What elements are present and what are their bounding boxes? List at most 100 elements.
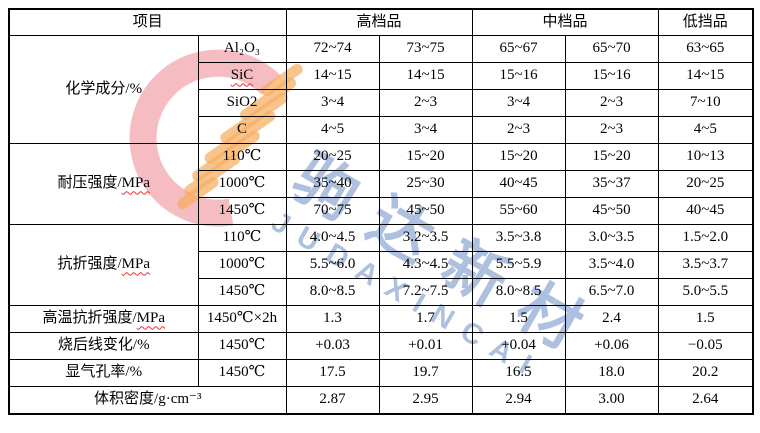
header-mid-grade: 中档品 [471,8,659,36]
sub-label-text: Al₂O₃ [223,40,261,57]
value-cell: 2.4 [564,305,659,333]
group-high-temp-flexural-strength: 高温抗折强度/MPa [8,305,199,333]
value-cell: 2~3 [471,116,566,144]
value-cell: 55~60 [471,197,566,225]
value-cell: +0.04 [471,332,566,360]
sub-label: SiC [197,62,287,90]
value-cell: 17.5 [285,359,380,387]
group-label: 体积密度/g·cm⁻³ [94,391,202,408]
value-cell: 20.2 [657,359,754,387]
sub-label: C [197,116,287,144]
group-label: 抗折强度/ [57,256,122,273]
value-cell: 5.0~5.5 [657,278,754,306]
value-cell: 7.2~7.5 [378,278,473,306]
value-cell: 3~4 [471,89,566,117]
sub-label-text: 1000℃ [218,175,266,192]
sub-label: 1450℃ [197,359,287,387]
value-cell: 6.5~7.0 [564,278,659,306]
value-cell: −0.05 [657,332,754,360]
value-cell: 1.7 [378,305,473,333]
sub-label-text: 110℃ [222,148,262,165]
sub-label: Al₂O₃ [197,35,287,63]
value-cell: 40~45 [471,170,566,198]
header-high-grade: 高档品 [285,8,473,36]
value-cell: 2~3 [564,89,659,117]
sub-label-text: 1450℃ [218,337,266,354]
value-cell: +0.03 [285,332,380,360]
spec-table: 项目 高档品 中档品 低挡品 化学成分/% Al₂O₃ 72~74 73~75 … [8,8,755,415]
sub-label-text: SiC [230,67,254,84]
value-cell: 4.3~4.5 [378,251,473,279]
value-cell: 14~15 [285,62,380,90]
group-label-unit: MPa [121,256,150,273]
sub-label-text: 1000℃ [218,256,266,273]
sub-label: 1000℃ [197,170,287,198]
sub-label-text: 1450℃ [218,364,266,381]
group-flexural-strength: 抗折强度/MPa [8,224,199,306]
value-cell: 3~4 [285,89,380,117]
sub-label-text: C [237,121,248,138]
sub-label-text: 1450℃ [218,283,266,300]
value-cell: 2.95 [378,386,473,415]
sub-label: 1000℃ [197,251,287,279]
value-cell: 20~25 [285,143,380,171]
value-cell: 1.5~2.0 [657,224,754,252]
value-cell: 3~4 [378,116,473,144]
sub-label-text: 1450℃ [218,202,266,219]
table-row: 烧后线变化/% 1450℃ +0.03 +0.01 +0.04 +0.06 −0… [8,332,754,360]
header-low-grade: 低挡品 [657,8,754,36]
value-cell: 8.0~8.5 [471,278,566,306]
sub-label: 110℃ [197,224,287,252]
value-cell: 35~37 [564,170,659,198]
value-cell: 3.5~3.7 [657,251,754,279]
value-cell: 2~3 [378,89,473,117]
value-cell: 45~50 [378,197,473,225]
value-cell: 15~20 [378,143,473,171]
group-label: 高温抗折强度/ [42,310,137,327]
value-cell: 45~50 [564,197,659,225]
value-cell: 25~30 [378,170,473,198]
value-cell: 16.5 [471,359,566,387]
header-row: 项目 高档品 中档品 低挡品 [8,8,754,36]
table-row: 1450℃ 8.0~8.5 7.2~7.5 8.0~8.5 6.5~7.0 5.… [9,278,754,306]
value-cell: 15~20 [564,143,659,171]
value-cell: 15~20 [471,143,566,171]
group-linear-change-after-firing: 烧后线变化/% [8,332,199,360]
value-cell: 35~40 [285,170,380,198]
value-cell: 2~3 [564,116,659,144]
value-cell: 15~16 [564,62,659,90]
value-cell: 3.5~4.0 [564,251,659,279]
sub-label-text: 1450℃×2h [206,310,278,327]
value-cell: +0.01 [378,332,473,360]
value-cell: 14~15 [657,62,754,90]
value-cell: 19.7 [378,359,473,387]
sub-label: 1450℃ [197,332,287,360]
value-cell: 14~15 [378,62,473,90]
value-cell: 4~5 [657,116,754,144]
value-cell: 70~75 [285,197,380,225]
header-item: 项目 [8,8,287,36]
spec-table-container: 项目 高档品 中档品 低挡品 化学成分/% Al₂O₃ 72~74 73~75 … [8,8,755,415]
sub-label-text: 110℃ [222,229,262,246]
group-label: 耐压强度/ [57,175,122,192]
value-cell: 72~74 [285,35,380,63]
group-bulk-density: 体积密度/g·cm⁻³ [8,386,287,415]
table-row: 显气孔率/% 1450℃ 17.5 19.7 16.5 18.0 20.2 [8,359,754,387]
value-cell: 63~65 [657,35,754,63]
value-cell: 2.64 [657,386,754,415]
value-cell: 1.5 [471,305,566,333]
value-cell: 73~75 [378,35,473,63]
value-cell: 4~5 [285,116,380,144]
sub-label: 110℃ [197,143,287,171]
group-apparent-porosity: 显气孔率/% [8,359,199,387]
group-label: 显气孔率/% [65,364,143,381]
value-cell: 65~70 [564,35,659,63]
value-cell: 2.94 [471,386,566,415]
group-chemical-composition: 化学成分/% [8,35,199,144]
value-cell: 8.0~8.5 [285,278,380,306]
value-cell: 3.5~3.8 [471,224,566,252]
value-cell: 3.0~3.5 [564,224,659,252]
group-label-unit: MPa [121,175,150,192]
table-row: 化学成分/% Al₂O₃ 72~74 73~75 65~67 65~70 63~… [8,35,754,144]
group-label: 烧后线变化/% [57,337,150,354]
